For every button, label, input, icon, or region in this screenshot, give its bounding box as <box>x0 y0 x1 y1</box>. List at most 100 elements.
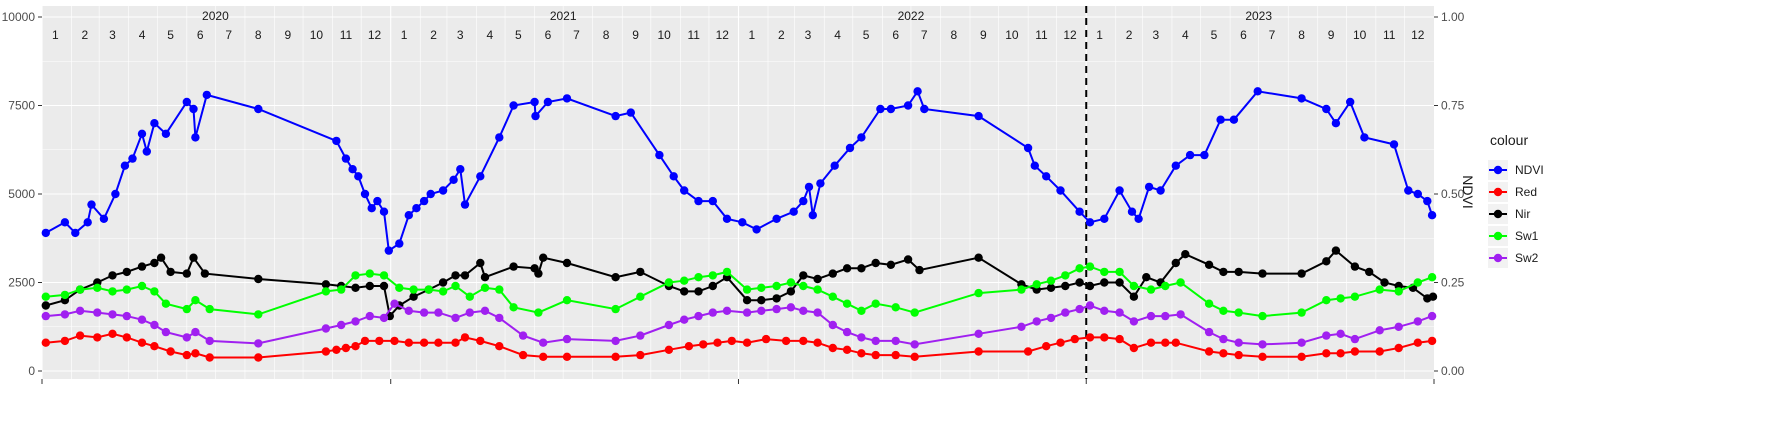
data-point-sw1 <box>254 310 263 319</box>
data-point-sw1 <box>1085 262 1095 271</box>
data-point-ndvi <box>1297 94 1306 103</box>
data-point-red <box>1219 349 1228 358</box>
data-point-nir <box>351 283 360 292</box>
data-point-sw1 <box>722 267 732 277</box>
month-label: 12 <box>368 28 382 42</box>
data-point-nir <box>379 281 389 291</box>
month-label: 1 <box>1096 28 1103 42</box>
data-point-sw2 <box>404 306 413 315</box>
data-point-nir <box>1219 267 1228 277</box>
data-point-nir <box>189 253 198 262</box>
data-point-red <box>351 342 360 351</box>
data-point-red <box>1056 338 1065 347</box>
data-point-ndvi <box>1144 182 1154 192</box>
data-point-sw1 <box>664 278 674 287</box>
data-point-red <box>1375 347 1384 356</box>
legend-key-point <box>1493 231 1503 241</box>
data-point-ndvi <box>530 97 539 107</box>
data-point-ndvi <box>1360 133 1369 142</box>
data-point-red <box>1171 338 1181 347</box>
legend-item-ndvi: NDVI <box>1488 160 1544 180</box>
data-point-sw1 <box>365 269 374 278</box>
data-point-sw1 <box>1115 267 1124 277</box>
data-point-ndvi <box>189 104 198 114</box>
data-point-ndvi <box>348 165 357 174</box>
data-point-ndvi <box>543 97 553 107</box>
right-axis: 0.00 0.25 0.50 0.75 1.00 <box>1434 10 1465 378</box>
data-point-sw1 <box>60 290 70 300</box>
data-point-sw1 <box>93 283 102 292</box>
data-point-sw2 <box>108 310 117 319</box>
legend-item-red: Red <box>1488 182 1537 202</box>
data-point-nir <box>254 274 263 284</box>
month-label: 2 <box>1126 28 1133 42</box>
data-point-nir <box>539 253 548 262</box>
data-point-red <box>41 338 50 347</box>
data-point-ndvi <box>202 90 211 100</box>
legend-label: Sw1 <box>1515 229 1539 243</box>
data-point-sw2 <box>1336 329 1345 338</box>
data-point-sw2 <box>539 338 548 347</box>
data-point-sw2 <box>390 299 399 308</box>
month-label: 11 <box>340 28 353 42</box>
data-point-sw2 <box>1427 311 1437 321</box>
data-point-nir <box>742 296 752 305</box>
data-point-nir <box>321 280 331 289</box>
data-point-sw2 <box>1061 308 1070 317</box>
data-point-sw2 <box>205 336 214 346</box>
data-point-ndvi <box>1229 115 1239 124</box>
data-point-red <box>1129 343 1139 353</box>
data-point-red <box>476 336 485 346</box>
data-point-sw1 <box>1322 296 1331 305</box>
data-point-sw2 <box>1075 304 1084 314</box>
data-point-ndvi <box>816 179 825 188</box>
data-point-sw2 <box>379 313 389 323</box>
data-point-ndvi <box>1134 214 1143 223</box>
month-label: 10 <box>1005 28 1019 42</box>
data-point-red <box>828 343 837 353</box>
data-point-ndvi <box>974 111 983 121</box>
data-point-nir <box>708 281 717 291</box>
data-point-sw2 <box>813 308 822 317</box>
data-point-sw2 <box>518 331 528 340</box>
data-point-ndvi <box>903 101 913 110</box>
data-point-red <box>360 336 370 346</box>
month-label: 7 <box>921 28 928 42</box>
data-point-red <box>1336 349 1345 358</box>
data-point-ndvi <box>1185 150 1195 160</box>
data-point-sw1 <box>828 292 837 301</box>
month-label: 2 <box>82 28 89 42</box>
data-point-red <box>1204 347 1214 356</box>
data-point-sw2 <box>137 315 147 324</box>
data-point-ndvi <box>87 200 96 209</box>
data-point-nir <box>842 264 852 273</box>
data-point-sw1 <box>191 296 200 305</box>
data-point-red <box>375 336 384 346</box>
data-point-ndvi <box>438 186 448 195</box>
data-point-ndvi <box>738 218 747 227</box>
month-label: 6 <box>892 28 899 42</box>
data-point-ndvi <box>419 196 429 206</box>
data-point-nir <box>636 267 645 277</box>
data-point-sw2 <box>150 320 159 330</box>
data-point-sw2 <box>93 308 102 317</box>
data-point-ndvi <box>1042 172 1051 181</box>
data-point-ndvi <box>1156 186 1165 195</box>
data-point-sw2 <box>1394 322 1403 331</box>
data-point-nir <box>1380 278 1389 287</box>
data-point-sw2 <box>891 336 900 346</box>
data-point-red <box>137 338 147 347</box>
data-point-red <box>1297 352 1306 361</box>
data-point-sw1 <box>1146 285 1156 294</box>
data-point-ndvi <box>60 218 70 227</box>
data-point-red <box>1085 333 1095 342</box>
data-point-ndvi <box>772 214 781 223</box>
data-point-red <box>205 353 214 362</box>
data-point-ndvi <box>1216 115 1225 124</box>
data-point-sw2 <box>828 320 837 330</box>
left-tick-label: 7500 <box>8 99 35 113</box>
month-label: 1 <box>401 28 408 42</box>
data-point-red <box>761 334 771 344</box>
data-point-sw1 <box>451 281 460 291</box>
data-point-red <box>684 342 694 351</box>
